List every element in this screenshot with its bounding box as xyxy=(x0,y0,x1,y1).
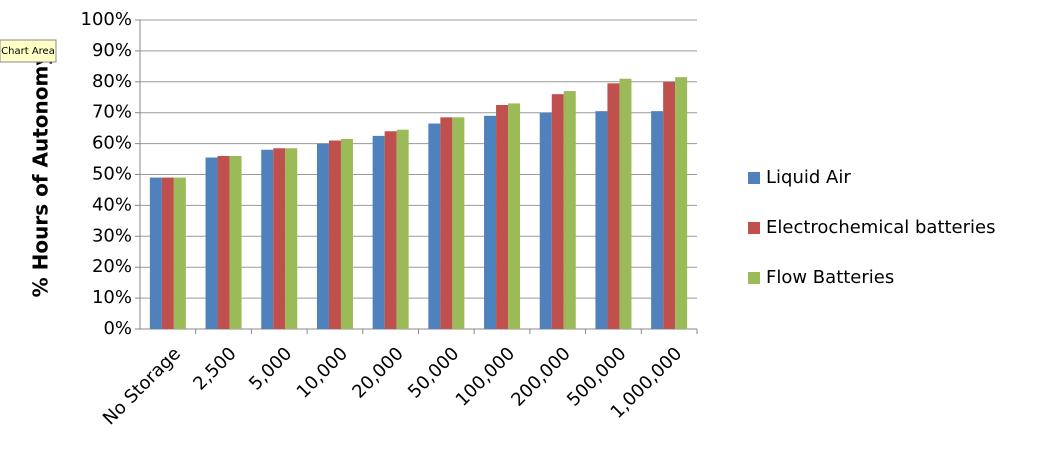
x-tick-label: No Storage xyxy=(99,343,185,429)
y-tick-label: 60% xyxy=(92,133,132,154)
y-axis-title: % Hours of Autonomy xyxy=(29,53,53,298)
y-tick-label: 80% xyxy=(92,71,132,92)
bar xyxy=(316,143,329,329)
bar xyxy=(675,77,688,329)
bar xyxy=(285,148,298,329)
bar xyxy=(484,115,497,329)
bar xyxy=(595,111,608,329)
bar xyxy=(619,78,632,330)
bar xyxy=(229,155,242,329)
bar xyxy=(551,94,564,329)
bar xyxy=(340,138,353,329)
bar xyxy=(440,117,453,330)
bar xyxy=(217,155,230,329)
x-tick-label: 2,500 xyxy=(189,343,240,394)
bar xyxy=(328,140,341,329)
tooltip-box xyxy=(0,39,57,63)
bar xyxy=(539,112,552,329)
x-tick-label: 20,000 xyxy=(348,343,407,402)
y-tick-label: 0% xyxy=(103,318,132,339)
legend-swatch xyxy=(748,222,760,234)
tooltip: Chart Area xyxy=(1,46,55,57)
bar xyxy=(372,135,385,329)
bar xyxy=(273,148,286,329)
bar xyxy=(428,123,441,329)
y-tick-label: 40% xyxy=(92,194,132,215)
bar xyxy=(508,103,521,330)
legend-label: Liquid Air xyxy=(766,167,851,188)
legend-label: Electrochemical batteries xyxy=(766,217,995,238)
legend-swatch xyxy=(748,272,760,284)
y-tick-label: 70% xyxy=(92,102,132,123)
y-tick-label: 90% xyxy=(92,40,132,61)
legend-swatch xyxy=(748,172,760,184)
x-tick-label: 10,000 xyxy=(293,343,352,402)
bar xyxy=(205,157,218,329)
x-tick-label: 100,000 xyxy=(452,343,519,410)
x-tick-label: 5,000 xyxy=(245,343,296,394)
bar xyxy=(496,104,509,329)
bar xyxy=(651,111,664,329)
y-tick-label: 10% xyxy=(92,287,132,308)
bar xyxy=(663,81,676,329)
bar xyxy=(384,131,397,329)
bar xyxy=(396,129,409,329)
bar xyxy=(563,91,576,329)
y-tick-label: 100% xyxy=(81,9,132,30)
bar xyxy=(161,177,174,329)
legend-label: Flow Batteries xyxy=(766,267,894,288)
bar xyxy=(173,177,186,329)
x-tick-label: 200,000 xyxy=(507,343,574,410)
bar xyxy=(607,83,620,329)
y-tick-label: 20% xyxy=(92,256,132,277)
bar xyxy=(452,117,465,330)
y-tick-label: 50% xyxy=(92,164,132,185)
y-tick-label: 30% xyxy=(92,225,132,246)
bar xyxy=(149,177,162,329)
bar xyxy=(261,149,274,329)
